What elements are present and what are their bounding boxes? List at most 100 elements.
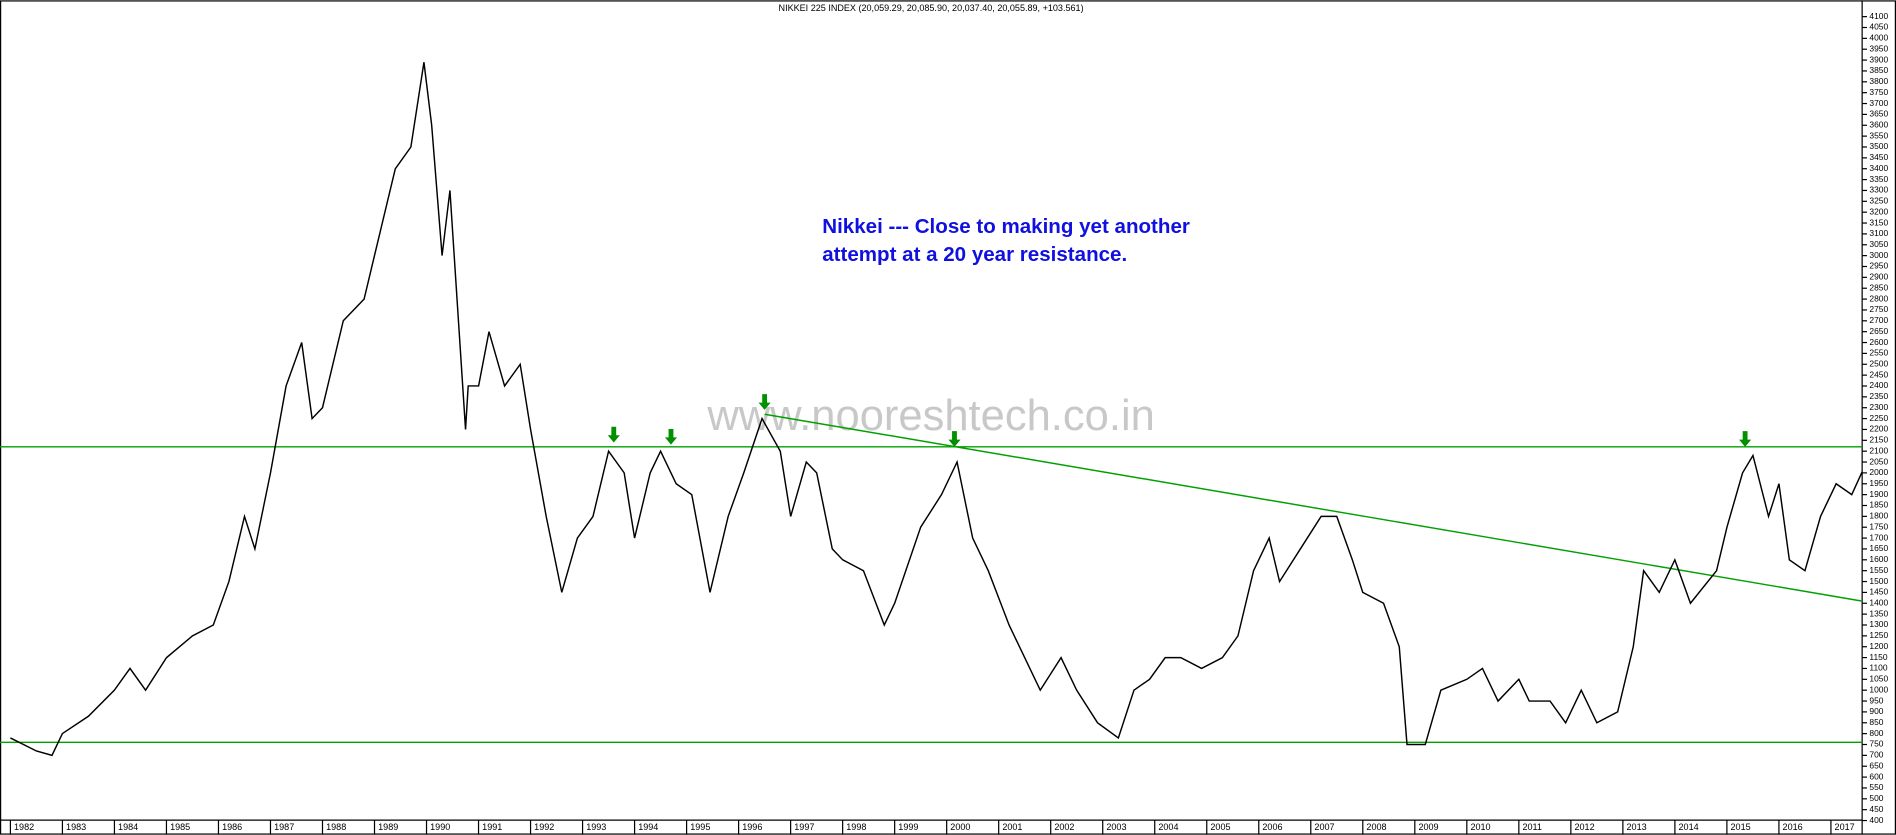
y-tick-label: 3300	[1869, 185, 1888, 195]
y-tick-label: 3500	[1869, 141, 1888, 151]
y-tick-label: 2200	[1869, 424, 1888, 434]
y-tick-label: 650	[1869, 760, 1883, 770]
y-tick-label: 1400	[1869, 598, 1888, 608]
x-tick-label: 2009	[1418, 822, 1438, 832]
y-tick-label: 950	[1869, 695, 1883, 705]
x-tick-label: 1999	[898, 822, 918, 832]
y-tick-label: 3250	[1869, 196, 1888, 206]
y-tick-label: 4100	[1869, 11, 1888, 21]
y-tick-label: 3900	[1869, 54, 1888, 64]
y-tick-label: 1150	[1869, 652, 1887, 662]
y-tick-label: 1100	[1869, 663, 1887, 673]
y-tick-label: 800	[1869, 728, 1883, 738]
x-tick-label: 2008	[1366, 822, 1386, 832]
y-tick-label: 2750	[1869, 304, 1888, 314]
y-tick-label: 3450	[1869, 152, 1888, 162]
x-tick-label: 1990	[430, 822, 450, 832]
y-tick-label: 450	[1869, 804, 1883, 814]
y-tick-label: 3600	[1869, 119, 1888, 129]
arrow	[607, 426, 620, 443]
y-tick-label: 2950	[1869, 261, 1888, 271]
y-tick-label: 500	[1869, 793, 1883, 803]
x-tick-label: 2016	[1783, 822, 1803, 832]
y-tick-label: 1900	[1869, 489, 1888, 499]
y-tick-label: 400	[1869, 815, 1883, 825]
y-tick-label: 2800	[1869, 293, 1888, 303]
y-tick-label: 1250	[1869, 630, 1888, 640]
x-tick-label: 2015	[1731, 822, 1751, 832]
x-tick-label: 1987	[274, 822, 294, 832]
x-tick-label: 1993	[586, 822, 606, 832]
y-tick-label: 2600	[1869, 337, 1888, 347]
annotation: Nikkei --- Close to making yet another	[822, 215, 1190, 238]
x-tick-label: 1983	[66, 822, 86, 832]
x-tick-label: 2011	[1522, 822, 1541, 832]
x-tick-label: 1994	[638, 822, 658, 832]
y-tick-label: 750	[1869, 739, 1883, 749]
y-tick-label: 2400	[1869, 380, 1888, 390]
x-tick-label: 1984	[118, 822, 138, 832]
y-tick-label: 1850	[1869, 500, 1888, 510]
x-tick-label: 1985	[170, 822, 190, 832]
x-tick-label: 2007	[1314, 822, 1334, 832]
arrow	[664, 428, 678, 445]
watermark: www.nooreshtech.co.in	[706, 392, 1154, 440]
y-tick-label: 1050	[1869, 674, 1888, 684]
y-tick-label: 3050	[1869, 239, 1888, 249]
x-tick-label: 1998	[846, 822, 866, 832]
y-tick-label: 600	[1869, 771, 1883, 781]
x-tick-label: 2002	[1054, 822, 1074, 832]
x-tick-label: 2017	[1835, 822, 1855, 832]
x-tick-label: 1991	[482, 822, 502, 832]
y-tick-label: 2000	[1869, 467, 1888, 477]
y-tick-label: 3200	[1869, 206, 1888, 216]
y-tick-label: 3150	[1869, 217, 1888, 227]
price-line	[10, 62, 1863, 757]
y-tick-label: 2500	[1869, 359, 1888, 369]
y-tick-label: 1550	[1869, 565, 1888, 575]
y-tick-label: 1650	[1869, 543, 1888, 553]
y-tick-label: 1000	[1869, 684, 1888, 694]
y-tick-label: 4000	[1869, 33, 1888, 43]
y-tick-label: 2650	[1869, 326, 1888, 336]
x-tick-label: 2010	[1470, 822, 1490, 832]
y-tick-label: 2900	[1869, 272, 1888, 282]
y-tick-label: 3550	[1869, 130, 1888, 140]
y-tick-label: 1500	[1869, 576, 1888, 586]
x-tick-label: 1995	[690, 822, 710, 832]
x-tick-label: 1997	[794, 822, 814, 832]
y-tick-label: 2300	[1869, 402, 1888, 412]
y-tick-label: 3650	[1869, 109, 1888, 119]
y-tick-label: 3800	[1869, 76, 1888, 86]
y-tick-label: 1300	[1869, 619, 1888, 629]
y-tick-label: 3100	[1869, 228, 1888, 238]
y-tick-label: 1700	[1869, 532, 1888, 542]
x-tick-label: 2012	[1574, 822, 1594, 832]
y-tick-label: 2850	[1869, 282, 1888, 292]
y-tick-label: 2550	[1869, 348, 1888, 358]
x-tick-label: 2000	[950, 822, 970, 832]
y-tick-label: 550	[1869, 782, 1883, 792]
y-tick-label: 1200	[1869, 641, 1888, 651]
y-tick-label: 3950	[1869, 43, 1888, 53]
y-tick-label: 900	[1869, 706, 1883, 716]
y-tick-label: 2450	[1869, 369, 1888, 379]
x-tick-label: 1988	[326, 822, 346, 832]
y-tick-label: 1600	[1869, 554, 1888, 564]
y-tick-label: 3000	[1869, 250, 1888, 260]
arrow	[758, 394, 771, 410]
annotation: attempt at a 20 year resistance.	[822, 243, 1127, 266]
x-tick-label: 2014	[1679, 822, 1699, 832]
y-tick-label: 700	[1869, 750, 1883, 760]
arrow	[948, 431, 961, 447]
y-tick-label: 1800	[1869, 511, 1888, 521]
y-tick-label: 850	[1869, 717, 1883, 727]
x-tick-label: 2001	[1002, 822, 1022, 832]
y-tick-label: 1350	[1869, 608, 1888, 618]
y-tick-label: 3850	[1869, 65, 1888, 75]
y-tick-label: 3350	[1869, 174, 1888, 184]
x-tick-label: 2005	[1210, 822, 1230, 832]
x-tick-label: 1992	[534, 822, 554, 832]
y-tick-label: 4050	[1869, 22, 1888, 32]
